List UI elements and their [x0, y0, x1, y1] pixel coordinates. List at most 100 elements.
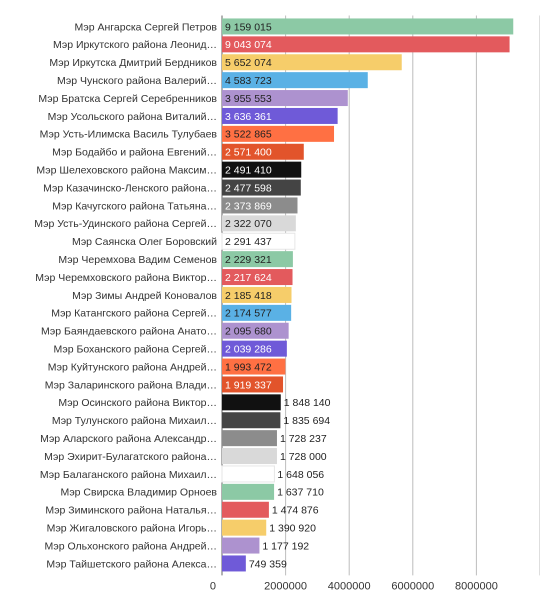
bar [222, 322, 289, 339]
bar [222, 483, 275, 500]
value-labels: 9 159 015 9 043 074 5 652 074 4 583 723 3 95… [225, 21, 331, 570]
bar [221, 465, 275, 483]
category-label: Мэр Черемховского района Виктор… [35, 272, 217, 284]
value-label: 1 390 920 [269, 522, 316, 534]
category-label: Мэр Тулунского района Михаил… [52, 415, 217, 427]
category-label: Мэр Тайшетского района Алекса… [46, 558, 217, 570]
value-label: 1 728 237 [280, 433, 327, 445]
bar [222, 358, 286, 375]
bar [222, 448, 277, 465]
bar [222, 394, 281, 411]
x-tick-label: 2000000 [264, 580, 307, 591]
bar [222, 125, 335, 142]
value-label: 4 583 723 [225, 75, 272, 87]
category-label: Мэр Боханского района Сергей… [53, 343, 217, 355]
value-label: 2 095 680 [225, 326, 272, 338]
value-label: 2 491 410 [225, 164, 272, 176]
category-label: Мэр Черемхова Вадим Семенов [58, 254, 217, 266]
bar [222, 519, 267, 536]
value-label: 1 728 000 [280, 451, 327, 463]
bar [222, 54, 402, 71]
category-labels: Мэр Ангарска Сергей Петров Мэр Иркутского… [34, 21, 217, 570]
bar [222, 251, 293, 268]
bar [222, 304, 292, 321]
bar [221, 232, 296, 250]
category-label: Мэр Усольского района Виталий… [48, 111, 217, 123]
category-label: Мэр Шелеховского района Максим… [36, 164, 217, 176]
category-label: Мэр Эхирит-Булагатского района… [44, 451, 217, 463]
category-label: Мэр Иркутского района Леонид… [53, 39, 217, 51]
bar [222, 72, 368, 89]
category-label: Мэр Аларского района Александр… [40, 433, 217, 445]
category-label: Мэр Казачинско-Ленского района… [43, 182, 217, 194]
category-label: Мэр Братска Сергей Серебренников [38, 93, 217, 105]
category-label: Мэр Иркутска Дмитрий Бердников [49, 57, 217, 69]
category-label: Мэр Заларинского района Влади… [45, 379, 217, 391]
value-label: 3 636 361 [225, 111, 272, 123]
x-tick-label: 4000000 [328, 580, 371, 591]
value-label: 2 322 070 [225, 218, 272, 230]
bar [222, 412, 281, 429]
value-label: 2 174 577 [225, 308, 272, 320]
category-label: Мэр Жигаловского района Игорь… [47, 522, 217, 534]
value-label: 1 848 140 [284, 397, 331, 409]
bar [222, 286, 292, 303]
value-label: 1 835 694 [283, 415, 330, 427]
value-label: 749 359 [249, 558, 287, 570]
category-label: Мэр Ангарска Сергей Петров [75, 21, 218, 33]
bar [222, 161, 302, 178]
value-label: 2 229 321 [225, 254, 272, 266]
category-label: Мэр Баяндаевского района Анато… [41, 326, 217, 338]
category-label: Мэр Осинского района Виктор… [58, 397, 217, 409]
bars [221, 18, 514, 572]
value-label: 2 039 286 [225, 343, 272, 355]
value-label: 2 185 418 [225, 290, 272, 302]
bar [222, 215, 296, 232]
x-axis-ticks: 0200000040000006000000800000010000000 [210, 580, 498, 591]
value-label: 3 522 865 [225, 129, 272, 141]
bar [222, 197, 298, 214]
category-label: Мэр Зимы Андрей Коновалов [72, 290, 217, 302]
value-label: 2 217 624 [225, 272, 272, 284]
bar [222, 430, 277, 447]
bar [222, 269, 293, 286]
x-tick-label: 0 [210, 580, 216, 591]
value-label: 1 919 337 [225, 379, 272, 391]
value-label: 1 474 876 [272, 505, 319, 517]
value-label: 2 291 437 [225, 236, 272, 248]
bar [222, 555, 246, 572]
bar [222, 107, 338, 124]
bar [222, 376, 284, 393]
value-label: 1 637 710 [277, 487, 324, 499]
value-label: 1 177 192 [262, 540, 309, 552]
value-label: 2 373 869 [225, 200, 272, 212]
x-tick-label: 8000000 [455, 580, 498, 591]
category-label: Мэр Саянска Олег Боровский [72, 236, 217, 248]
category-label: Мэр Куйтунского района Андрей… [48, 361, 217, 373]
value-label: 2 477 598 [225, 182, 272, 194]
category-label: Мэр Балаганского района Михаил… [40, 469, 217, 481]
category-label: Мэр Ольхонского района Андрей… [45, 540, 217, 552]
bar [222, 143, 304, 160]
bar [222, 340, 287, 357]
value-label: 3 955 553 [225, 93, 272, 105]
bar [222, 90, 348, 107]
value-label: 5 652 074 [225, 57, 272, 69]
bar [222, 18, 514, 35]
bar [222, 36, 510, 53]
bar [222, 501, 269, 518]
x-tick-label: 6000000 [391, 580, 434, 591]
category-label: Мэр Свирска Владимир Орноев [60, 487, 217, 499]
category-label: Мэр Усть-Илимска Василь Тулубаев [40, 129, 218, 141]
category-label: Мэр Качугского района Татьяна… [52, 200, 217, 212]
category-label: Мэр Катангского района Сергей… [51, 308, 217, 320]
category-label: Мэр Зиминского района Наталья… [45, 505, 217, 517]
value-label: 2 571 400 [225, 147, 272, 159]
category-label: Мэр Чунского района Валерий… [57, 75, 217, 87]
category-label: Мэр Бодайбо и района Евгений… [52, 147, 217, 159]
value-label: 9 159 015 [225, 21, 272, 33]
value-label: 1 648 056 [277, 469, 324, 481]
value-label: 1 993 472 [225, 361, 272, 373]
value-label: 9 043 074 [225, 39, 272, 51]
